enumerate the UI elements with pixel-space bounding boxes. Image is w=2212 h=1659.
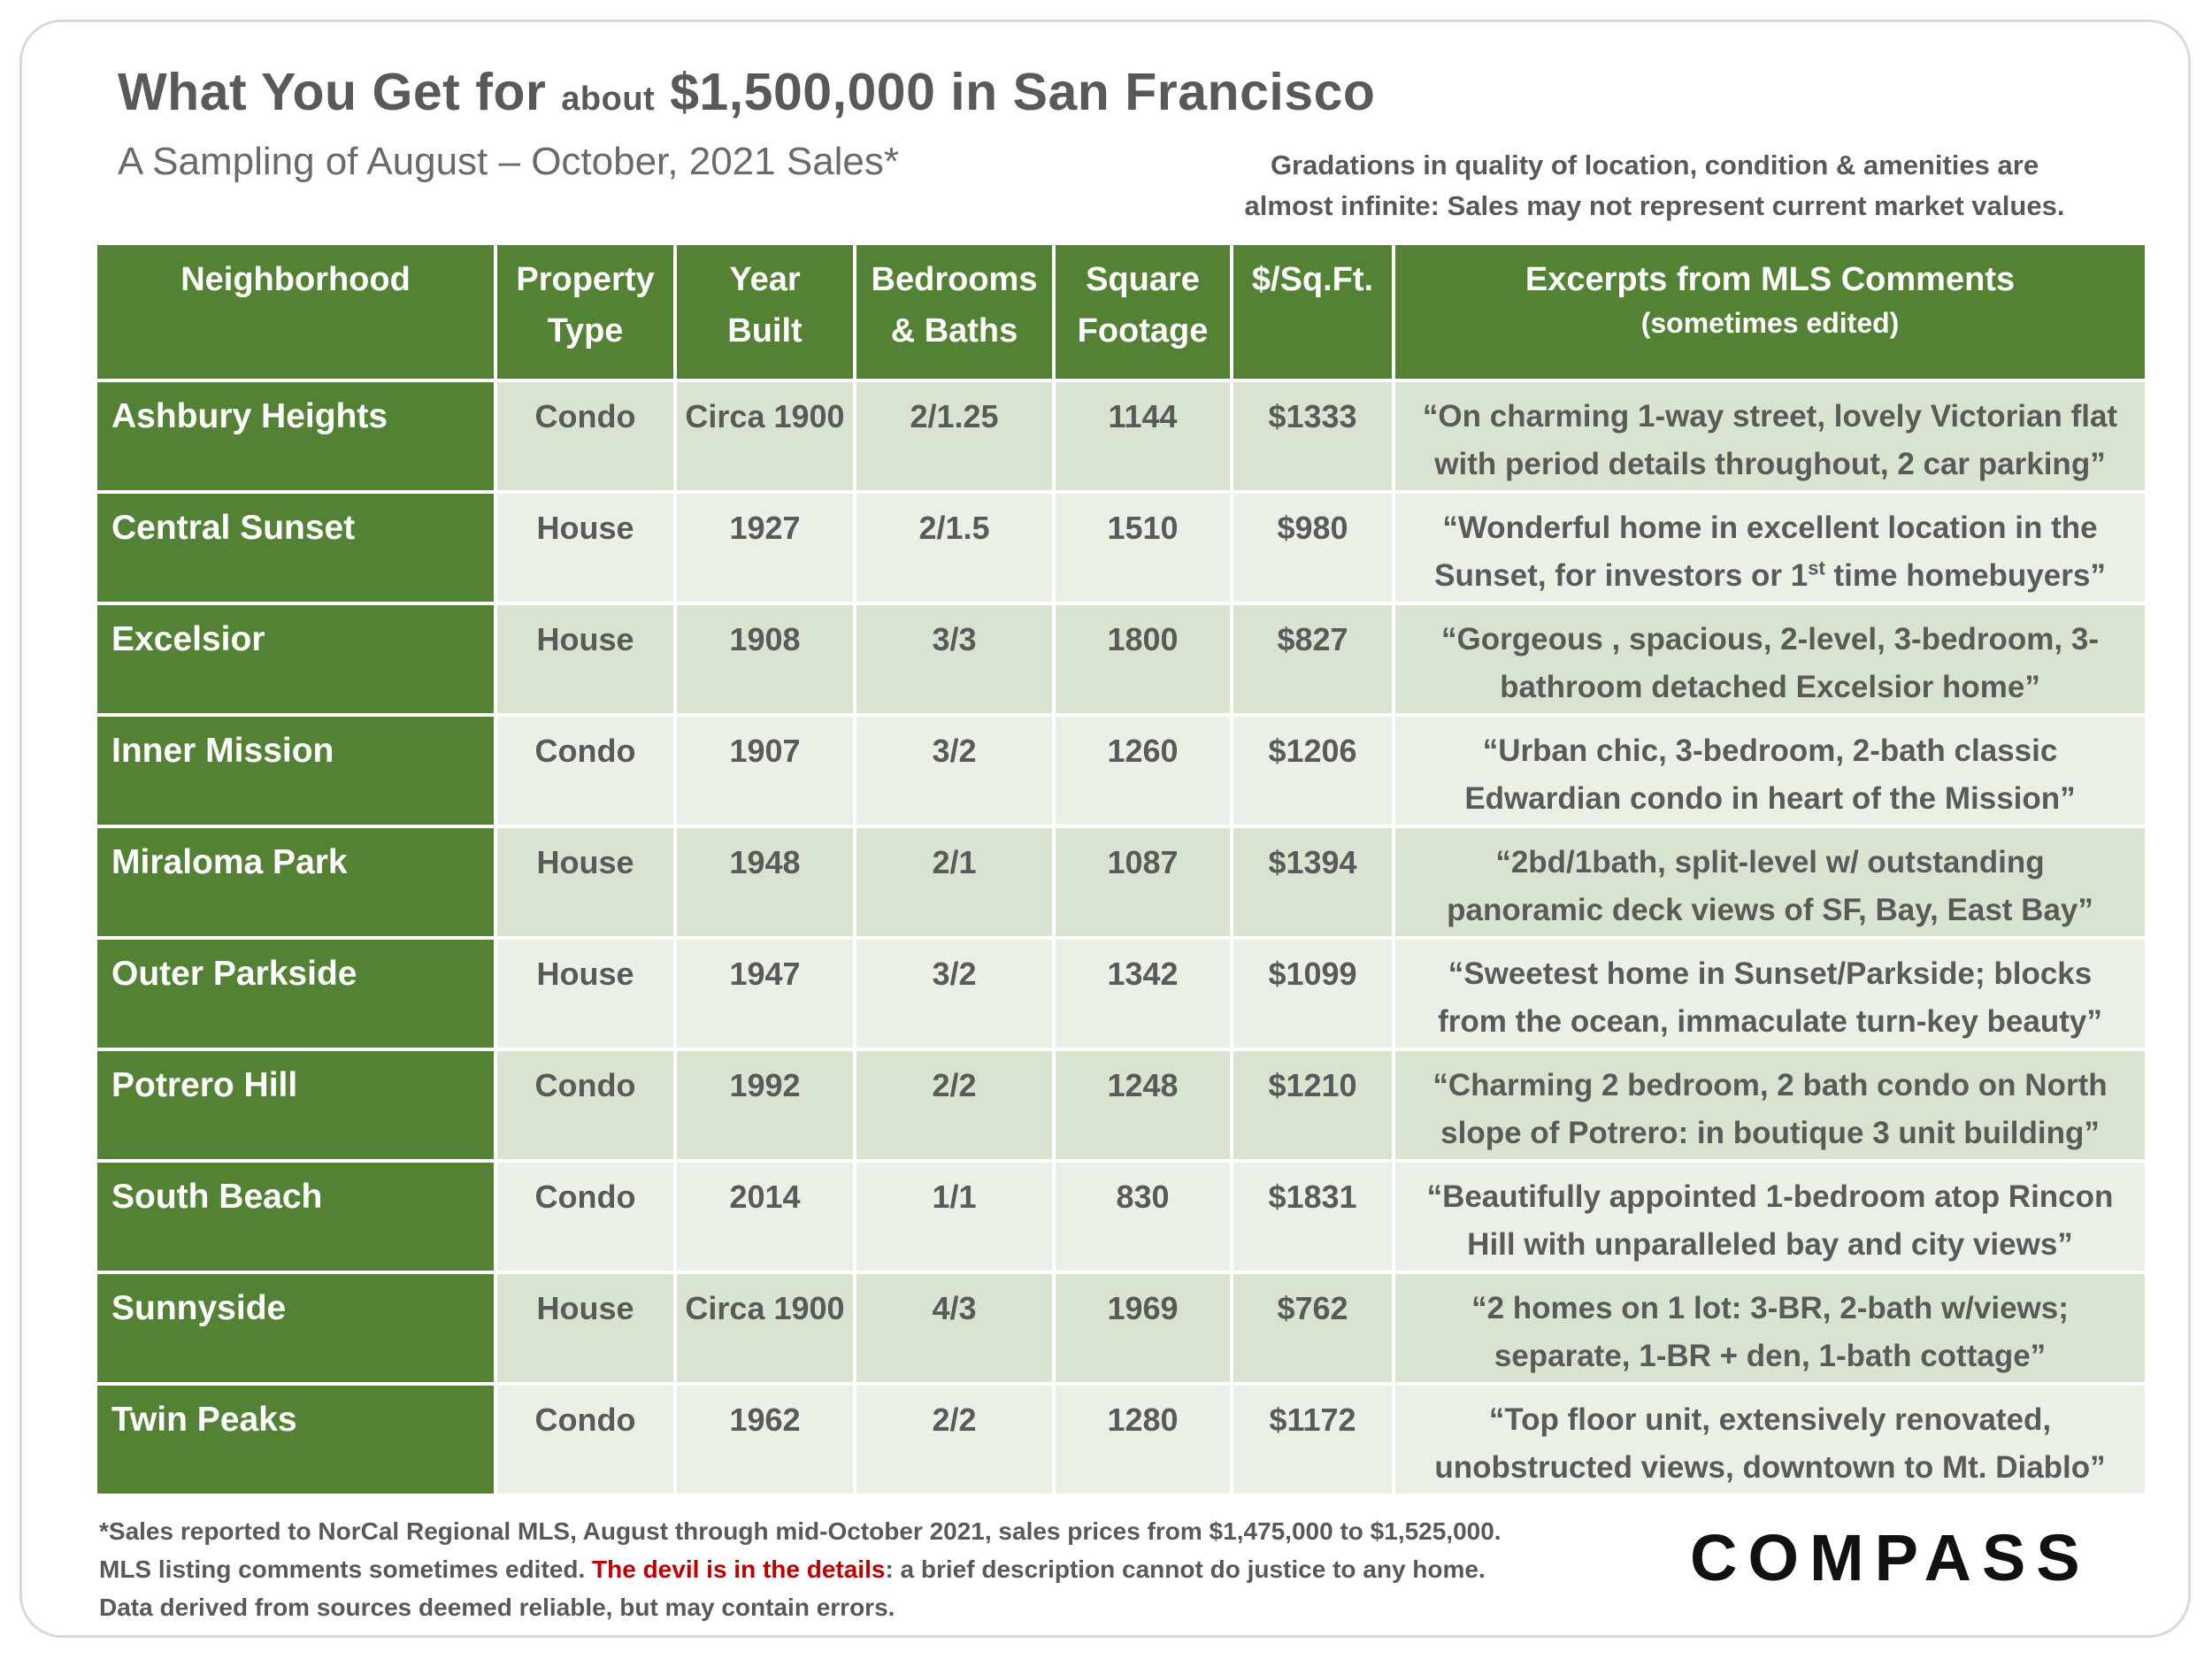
neighborhood-cell: Central Sunset [94,490,497,605]
square-footage-cell: 1144 [1052,379,1233,494]
comment-cell: “Charming 2 bedroom, 2 bath condo on Nor… [1392,1048,2148,1163]
table-row: Inner Mission Condo 1907 3/2 1260 $1206 … [94,713,2148,828]
price-per-sqft-cell: $1099 [1230,936,1395,1051]
price-per-sqft-cell: $1394 [1230,825,1395,940]
comment-cell: “Gorgeous , spacious, 2-level, 3-bedroom… [1392,602,2148,717]
header-property-type: Property Type [494,242,677,382]
square-footage-cell: 1260 [1052,713,1233,828]
comment-cell: “Urban chic, 3-bedroom, 2-bath classic Ed… [1392,713,2148,828]
beds-baths-cell: 2/1.5 [853,490,1056,605]
header-bedrooms-baths: Bedrooms & Baths [853,242,1056,382]
square-footage-cell: 1510 [1052,490,1233,605]
price-per-sqft-cell: $762 [1230,1271,1395,1386]
table-row: Twin Peaks Condo 1962 2/2 1280 $1172 “To… [94,1382,2148,1497]
beds-baths-cell: 2/2 [853,1048,1056,1163]
square-footage-cell: 1342 [1052,936,1233,1051]
table-row: Miraloma Park House 1948 2/1 1087 $1394 … [94,825,2148,940]
beds-baths-cell: 4/3 [853,1271,1056,1386]
disclaimer-note: Gradations in quality of location, condi… [1244,150,2065,221]
year-built-cell: 1947 [673,936,856,1051]
property-type-cell: Condo [494,1048,677,1163]
property-type-cell: House [494,936,677,1051]
table-row: Sunnyside House Circa 1900 4/3 1969 $762… [94,1271,2148,1386]
page-frame [19,19,2191,1638]
square-footage-cell: 1969 [1052,1271,1233,1386]
property-type-cell: House [494,1271,677,1386]
header-year-built: Year Built [673,242,856,382]
square-footage-cell: 1800 [1052,602,1233,717]
header-square-footage: Square Footage [1052,242,1233,382]
neighborhood-cell: Outer Parkside [94,936,497,1051]
header-price-per-sqft: $/Sq.Ft. [1230,242,1395,382]
comment-cell: “Sweetest home in Sunset/Parkside; block… [1392,936,2148,1051]
property-type-cell: Condo [494,1159,677,1274]
comment-cell: “2 homes on 1 lot: 3-BR, 2-bath w/views;… [1392,1271,2148,1386]
devil-in-details-highlight: The devil is in the details [592,1555,886,1583]
square-footage-cell: 1248 [1052,1048,1233,1163]
beds-baths-cell: 3/3 [853,602,1056,717]
table-row: Central Sunset House 1927 2/1.5 1510 $98… [94,490,2148,605]
square-footage-cell: 830 [1052,1159,1233,1274]
neighborhood-cell: Excelsior [94,602,497,717]
property-type-cell: House [494,602,677,717]
price-per-sqft-cell: $1831 [1230,1159,1395,1274]
neighborhood-cell: Ashbury Heights [94,379,497,494]
compass-logo: COMPASS [1690,1521,2091,1594]
price-per-sqft-cell: $827 [1230,602,1395,717]
beds-baths-cell: 1/1 [853,1159,1056,1274]
year-built-cell: 1927 [673,490,856,605]
price-per-sqft-cell: $1210 [1230,1048,1395,1163]
year-built-cell: Circa 1900 [673,1271,856,1386]
property-type-cell: Condo [494,713,677,828]
comment-cell: “Top floor unit, extensively renovated, u… [1392,1382,2148,1497]
comment-cell: “On charming 1-way street, lovely Victor… [1392,379,2148,494]
neighborhood-cell: Inner Mission [94,713,497,828]
page-subtitle: A Sampling of August – October, 2021 Sal… [118,140,900,183]
header-neighborhood: Neighborhood [94,242,497,382]
comment-cell: “Beautifully appointed 1-bedroom atop Ri… [1392,1159,2148,1274]
neighborhood-cell: South Beach [94,1159,497,1274]
neighborhood-cell: Twin Peaks [94,1382,497,1497]
year-built-cell: 1908 [673,602,856,717]
page-title: What You Get for about $1,500,000 in San… [118,63,1376,121]
year-built-cell: 1992 [673,1048,856,1163]
property-type-cell: House [494,825,677,940]
sales-table: Neighborhood Property Type Year Built Bedr… [94,242,2148,1497]
footer-disclaimer: *Sales reported to NorCal Regional MLS, … [99,1517,1502,1621]
price-per-sqft-cell: $1333 [1230,379,1395,494]
property-type-cell: Condo [494,379,677,494]
table-header-row: Neighborhood Property Type Year Built Bedr… [94,242,2148,382]
neighborhood-cell: Potrero Hill [94,1048,497,1163]
header-mls-comments: Excerpts from MLS Comments (sometimes edi… [1392,242,2148,382]
comment-cell: “2bd/1bath, split-level w/ outstanding pa… [1392,825,2148,940]
beds-baths-cell: 3/2 [853,713,1056,828]
property-type-cell: House [494,490,677,605]
price-per-sqft-cell: $1172 [1230,1382,1395,1497]
year-built-cell: Circa 1900 [673,379,856,494]
beds-baths-cell: 2/1.25 [853,379,1056,494]
comment-cell: “Wonderful home in excellent location in… [1392,490,2148,605]
beds-baths-cell: 3/2 [853,936,1056,1051]
table-row: South Beach Condo 2014 1/1 830 $1831 “Be… [94,1159,2148,1274]
property-type-cell: Condo [494,1382,677,1497]
beds-baths-cell: 2/1 [853,825,1056,940]
year-built-cell: 1948 [673,825,856,940]
square-footage-cell: 1087 [1052,825,1233,940]
year-built-cell: 1907 [673,713,856,828]
neighborhood-cell: Miraloma Park [94,825,497,940]
price-per-sqft-cell: $1206 [1230,713,1395,828]
table-row: Excelsior House 1908 3/3 1800 $827 “Gorg… [94,602,2148,717]
square-footage-cell: 1280 [1052,1382,1233,1497]
neighborhood-cell: Sunnyside [94,1271,497,1386]
table-row: Ashbury Heights Condo Circa 1900 2/1.25 … [94,379,2148,494]
year-built-cell: 2014 [673,1159,856,1274]
price-per-sqft-cell: $980 [1230,490,1395,605]
table-row: Potrero Hill Condo 1992 2/2 1248 $1210 “… [94,1048,2148,1163]
table-row: Outer Parkside House 1947 3/2 1342 $1099… [94,936,2148,1051]
beds-baths-cell: 2/2 [853,1382,1056,1497]
year-built-cell: 1962 [673,1382,856,1497]
